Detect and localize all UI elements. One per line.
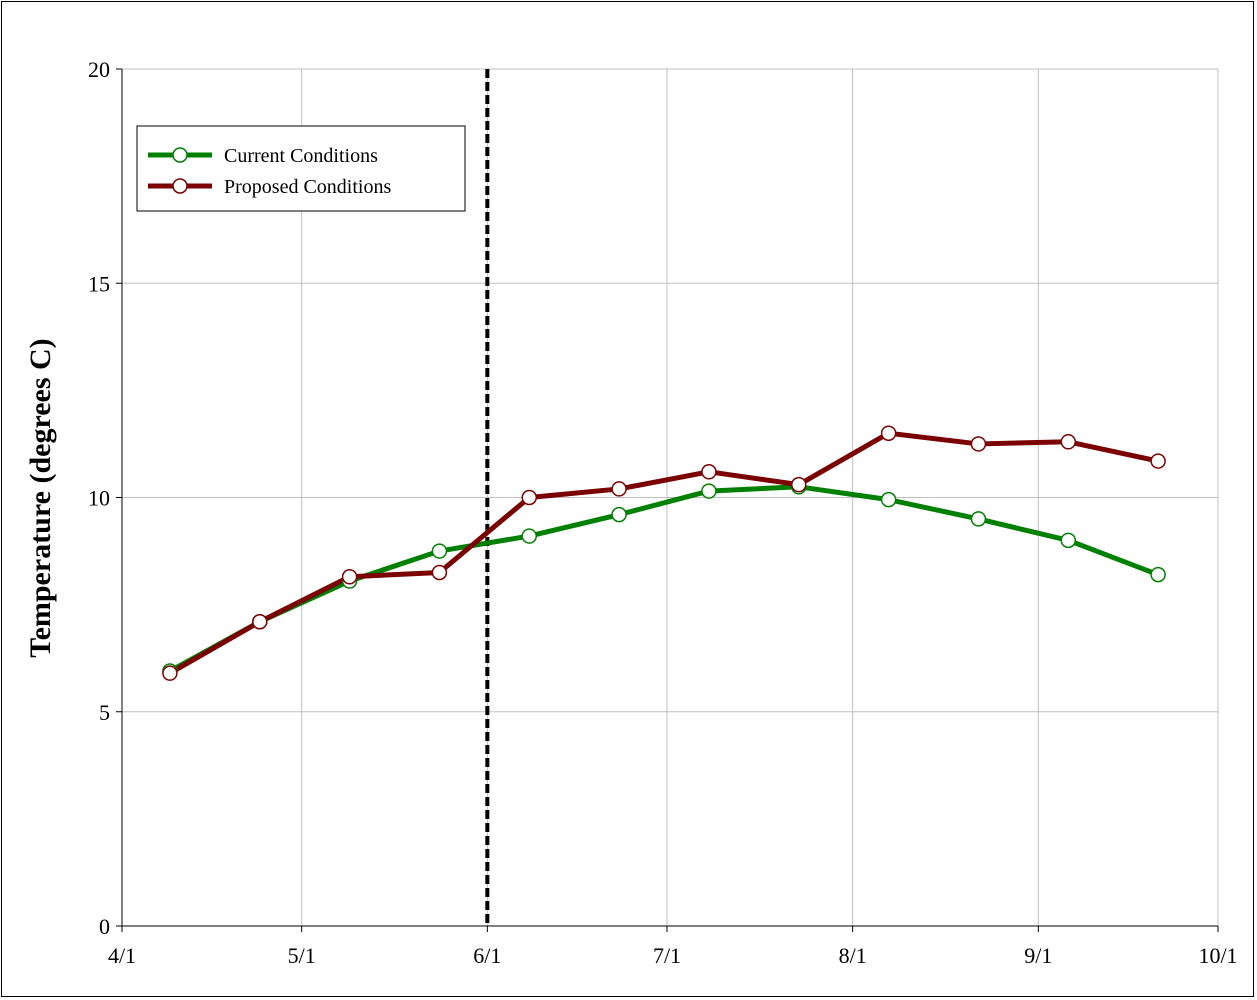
data-point-2: [611, 481, 627, 497]
y-axis-title: Temperature (degrees C): [24, 338, 57, 657]
x-tick-label: 6/1: [473, 943, 501, 968]
x-tick-label: 5/1: [288, 943, 316, 968]
data-point-2: [701, 464, 717, 480]
series-line-2: [168, 430, 1159, 676]
y-tick-label: 0: [99, 914, 110, 939]
x-tick-label: 7/1: [653, 943, 681, 968]
data-point-1: [521, 528, 538, 544]
data-point-2: [970, 436, 987, 452]
data-point-1: [611, 506, 627, 523]
data-point-2: [431, 564, 448, 581]
y-tick-label: 20: [88, 57, 110, 82]
series-line-1: [168, 484, 1160, 674]
legend-marker-2: [172, 178, 188, 194]
legend-label-2: Proposed Conditions: [224, 176, 391, 198]
x-tick-label: 4/1: [108, 943, 136, 968]
data-point-2: [162, 665, 178, 681]
data-point-1: [701, 483, 717, 499]
y-tick-label: 10: [88, 486, 110, 511]
axes: [116, 68, 1219, 932]
data-point-2: [1150, 453, 1166, 469]
legend-label-1: Current Conditions: [224, 145, 378, 167]
series-group: [162, 425, 1166, 681]
y-tick-label: 15: [88, 271, 110, 296]
legend-marker-1: [172, 147, 188, 163]
y-tick-label: 5: [99, 700, 110, 725]
data-point-1: [1060, 532, 1077, 549]
data-point-2: [1060, 434, 1077, 450]
tick-labels: 0 5 10 15 20 4/1 5/1 6/1 7/1 8/1 9/1 10/1: [88, 57, 1238, 968]
data-point-1: [880, 491, 897, 508]
x-tick-label: 9/1: [1024, 943, 1052, 968]
data-point-1: [1150, 566, 1166, 583]
legend: Current Conditions Proposed Conditions: [136, 125, 466, 212]
x-tick-label: 8/1: [839, 943, 867, 968]
data-point-2: [251, 614, 268, 630]
data-point-2: [880, 425, 897, 441]
x-tick-label: 10/1: [1198, 943, 1237, 968]
data-point-1: [970, 511, 987, 527]
data-point-1: [431, 543, 448, 559]
data-point-2: [791, 476, 807, 493]
legend-box: [136, 125, 466, 212]
data-point-2: [521, 489, 538, 506]
gridlines: [122, 68, 1219, 926]
data-point-2: [341, 569, 358, 585]
